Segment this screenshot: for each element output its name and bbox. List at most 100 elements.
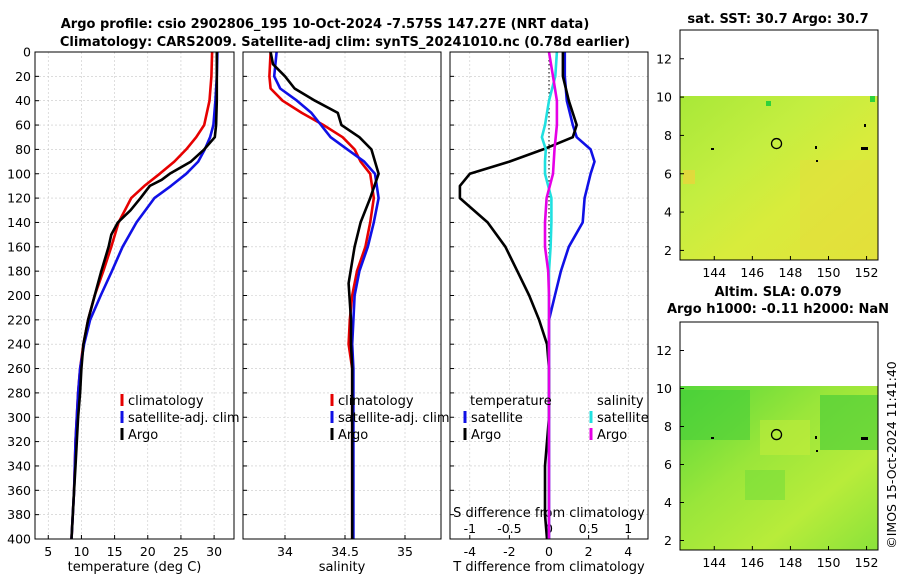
temperature-panel: 5 10 15 20 25 3002040608010012014016018020022…	[7, 45, 235, 575]
sla-low-patch	[745, 470, 785, 500]
map-x-tick-label: 144	[702, 555, 726, 570]
y-tick-label: 120	[7, 191, 31, 206]
y-tick-label: 280	[7, 385, 31, 400]
sla-map-title-line2: Argo h1000: -0.11 h2000: NaN	[667, 302, 889, 317]
map-x-tick-label: 146	[740, 265, 764, 280]
x-tick-label: 4	[624, 544, 632, 559]
land-island	[815, 436, 817, 439]
y-tick-label: 260	[7, 361, 31, 376]
map-y-tick-label: 4	[664, 205, 672, 220]
map-x-tick-label: 148	[778, 555, 802, 570]
y-tick-label: 340	[7, 458, 31, 473]
s-tick-label: 0.5	[579, 521, 599, 536]
land-island	[815, 146, 817, 149]
y-tick-label: 300	[7, 410, 31, 425]
map-x-tick-label: 152	[855, 265, 879, 280]
x-tick-label: 35	[397, 544, 413, 559]
sla-low-patch	[820, 395, 878, 450]
map-y-tick-label: 6	[664, 166, 672, 181]
x-tick-label: 10	[73, 544, 89, 559]
legend-label-climatology: climatology	[338, 394, 414, 409]
figure-title-line2: Climatology: CARS2009. Satellite-adj cli…	[60, 35, 630, 50]
sla-map-frame	[679, 321, 879, 551]
land-island	[711, 148, 714, 150]
legend-title-salinity: salinity	[597, 394, 644, 409]
series-line-argo	[269, 51, 380, 539]
map-y-tick-label: 10	[656, 90, 672, 105]
sla-map-title-line1: Altim. SLA: 0.079	[715, 285, 842, 300]
y-tick-label: 200	[7, 288, 31, 303]
map-y-tick-label: 8	[664, 128, 672, 143]
sst-pixel	[870, 96, 875, 102]
s-tick-label: 1	[624, 521, 632, 536]
argo-position-marker	[770, 137, 783, 150]
y-tick-label: 220	[7, 312, 31, 327]
map-y-tick-label: 4	[664, 495, 672, 510]
difference-legend: temperature satellite Argo salinity sate…	[463, 394, 649, 443]
legend-label-s-argo: Argo	[597, 428, 627, 443]
map-x-tick-label: 148	[778, 265, 802, 280]
x-tick-label: 34.5	[331, 544, 359, 559]
sst-warm-patch	[800, 160, 870, 250]
map-y-tick-label: 6	[664, 457, 672, 472]
map-x-tick-label: 146	[740, 555, 764, 570]
x-tick-label: 30	[206, 544, 222, 559]
x-tick-label: 5	[44, 544, 52, 559]
map-x-tick-label: 152	[855, 555, 879, 570]
land-island	[864, 124, 866, 127]
map-x-tick-label: 150	[817, 555, 841, 570]
plot-frame	[34, 51, 235, 540]
series-line-salinity-argo	[543, 51, 559, 539]
sst-map-axes: 144 146 148 150 152 2 4 6 8 10 12	[656, 51, 878, 280]
salinity-legend: climatology satellite-adj. clim Argo	[330, 394, 450, 443]
sst-pixel	[766, 101, 771, 106]
argo-position-marker	[770, 428, 783, 441]
x-tick-label: -4	[464, 544, 477, 559]
sst-warm-spot	[683, 170, 695, 184]
legend-label-t-satellite: satellite	[471, 411, 523, 426]
legend-label-s-satellite: satellite	[597, 411, 649, 426]
temperature-legend: climatology satellite-adj. clim Argo	[120, 394, 240, 443]
x-axis-label: salinity	[319, 560, 366, 575]
s-tick-label: -1	[464, 521, 476, 536]
map-y-tick-label: 2	[664, 533, 672, 548]
legend-label-climatology: climatology	[128, 394, 204, 409]
y-tick-label: 240	[7, 337, 31, 352]
plot-frame	[449, 51, 649, 540]
sst-map: sat. SST: 30.7 Argo: 30.7 144 146 148 150 15…	[656, 12, 878, 280]
sla-low-patch	[680, 390, 750, 440]
x-tick-label: 25	[173, 544, 189, 559]
land-island	[861, 147, 868, 150]
land-island	[816, 450, 818, 452]
map-x-tick-label: 150	[817, 265, 841, 280]
y-tick-label: 100	[7, 166, 31, 181]
x-axis-label: T difference from climatology	[452, 560, 645, 575]
x-tick-label: 34	[277, 544, 293, 559]
x-tick-label: 2	[585, 544, 593, 559]
legend-label-t-argo: Argo	[471, 428, 501, 443]
sst-map-frame	[679, 29, 879, 261]
series-line-temperature-argo	[458, 52, 579, 540]
map-x-tick-label: 144	[702, 265, 726, 280]
sla-map-axes: 144 146 148 150 152 2 4 6 8 10 12	[656, 343, 878, 570]
figure-title-line1: Argo profile: csio 2902806_195 10-Oct-20…	[61, 17, 590, 32]
series-line-argo	[70, 52, 219, 540]
y-tick-label: 360	[7, 483, 31, 498]
difference-panel: -4 -2 0 2 4-1 -0.5 0 0.5 1S difference from clim…	[449, 51, 649, 575]
imos-credit: ©IMOS 15-Oct-2024 11:41:40	[884, 361, 899, 549]
y-tick-label: 160	[7, 239, 31, 254]
legend-label-satellite-adj: satellite-adj. clim	[128, 411, 240, 426]
s-tick-label: -0.5	[497, 521, 521, 536]
x-tick-label: 20	[140, 544, 156, 559]
salinity-panel: 34 34.5 35 salinity	[242, 51, 442, 575]
sst-field	[680, 96, 878, 260]
land-island	[861, 437, 868, 440]
legend-label-satellite-adj: satellite-adj. clim	[338, 411, 450, 426]
map-y-tick-label: 10	[656, 381, 672, 396]
x-tick-label: 15	[107, 544, 123, 559]
sla-high-patch	[760, 420, 810, 455]
x-axis-label: temperature (deg C)	[68, 560, 202, 575]
y-tick-label: 380	[7, 507, 31, 522]
y-tick-label: 80	[15, 142, 31, 157]
